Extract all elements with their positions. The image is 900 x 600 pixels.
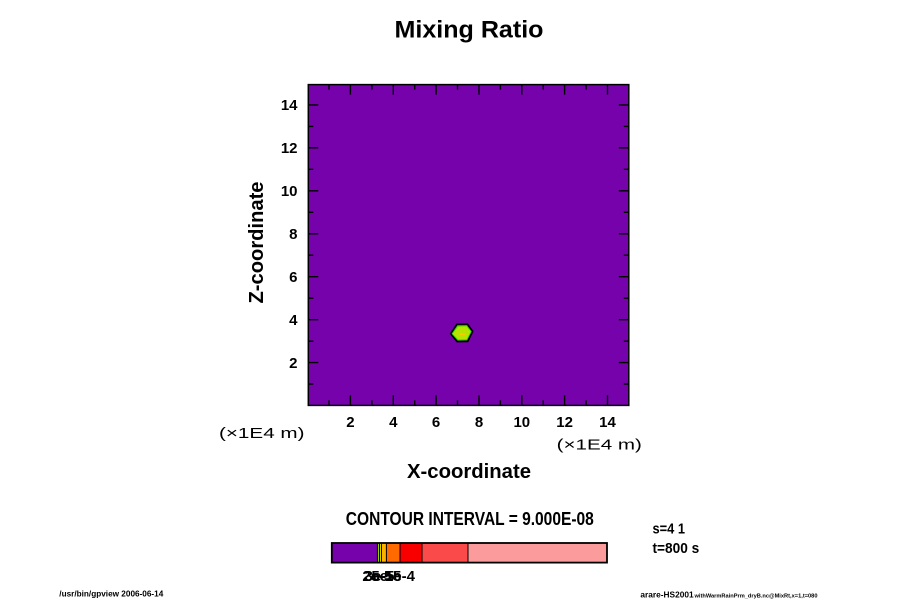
svg-text:10: 10 (513, 414, 530, 431)
svg-text:1e-4: 1e-4 (385, 568, 416, 585)
svg-text:CONTOUR INTERVAL = 9.000E-08: CONTOUR INTERVAL = 9.000E-08 (346, 509, 594, 529)
svg-text:2: 2 (346, 414, 354, 431)
svg-text:6: 6 (289, 269, 297, 286)
svg-text:2: 2 (289, 355, 297, 372)
svg-text:6: 6 (432, 414, 440, 431)
svg-text:12: 12 (556, 414, 573, 431)
svg-text:14: 14 (599, 414, 616, 431)
svg-text:X-coordinate: X-coordinate (407, 461, 531, 483)
svg-text:arare-HS2001: arare-HS2001 (640, 590, 693, 600)
svg-text:4: 4 (389, 414, 398, 431)
svg-text:s=4 1: s=4 1 (653, 522, 686, 538)
svg-text:8: 8 (475, 414, 483, 431)
svg-text:5e-5: 5e-5 (371, 568, 401, 585)
svg-text:14: 14 (281, 97, 298, 114)
svg-text:2e-5: 2e-5 (362, 568, 392, 585)
svg-text:3e-5: 3e-5 (364, 568, 394, 585)
svg-text:(×1E4 m): (×1E4 m) (219, 425, 305, 442)
svg-text:(×1E4 m): (×1E4 m) (557, 437, 642, 454)
svg-text:Mixing Ratio: Mixing Ratio (395, 17, 544, 44)
svg-text:12: 12 (281, 140, 298, 157)
svg-text:10: 10 (281, 183, 298, 200)
svg-text:Z-coordinate: Z-coordinate (246, 182, 268, 304)
svg-text:4: 4 (289, 312, 298, 329)
svg-text:/usr/bin/gpview 2006-06-14: /usr/bin/gpview 2006-06-14 (59, 589, 163, 599)
svg-text:withWarmRainPrm_dryB.nc@MixRt,: withWarmRainPrm_dryB.nc@MixRt,x=1,t=080 (693, 594, 817, 600)
svg-text:8: 8 (289, 226, 297, 243)
svg-text:t=800 s: t=800 s (653, 541, 700, 557)
